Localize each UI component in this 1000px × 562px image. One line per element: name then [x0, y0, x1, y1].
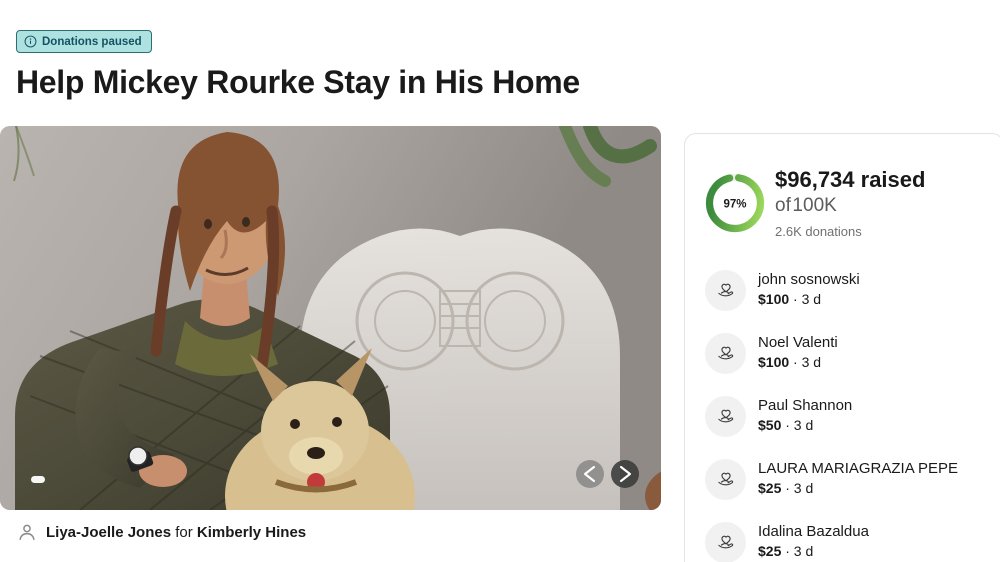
svg-text:97%: 97%: [723, 199, 746, 211]
